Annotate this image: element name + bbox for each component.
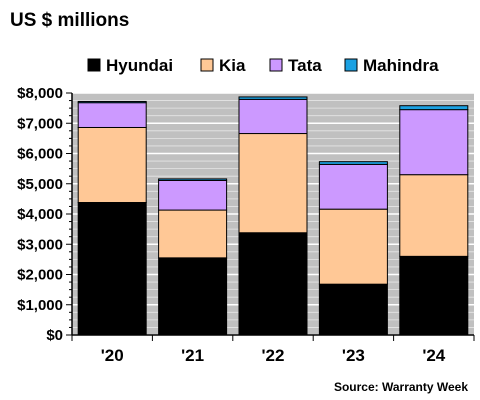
x-tick-label: '21	[181, 346, 204, 365]
bar-kia-2	[238, 133, 308, 234]
y-tick-label: $5,000	[17, 176, 63, 193]
bar-mahindra-0	[77, 100, 147, 104]
x-tick-label: '23	[342, 346, 365, 365]
legend-swatch-hyundai	[87, 58, 101, 72]
y-tick-label: $0	[46, 327, 63, 344]
bar-mahindra-3	[318, 161, 388, 165]
y-tick-label: $7,000	[17, 115, 63, 132]
bar-mahindra-2	[238, 96, 308, 100]
bar-tata-1	[158, 179, 228, 211]
bar-tata-0	[77, 102, 147, 128]
bar-hyundai-4	[399, 255, 469, 336]
legend-swatch-mahindra	[344, 58, 358, 72]
legend-label-tata: Tata	[288, 56, 322, 75]
bar-kia-0	[77, 126, 147, 204]
bar-kia-3	[318, 208, 388, 285]
bar-hyundai-0	[77, 202, 147, 336]
bars	[77, 96, 469, 336]
x-tick-label: '24	[422, 346, 445, 365]
x-tick-label: '20	[101, 346, 124, 365]
bar-hyundai-3	[318, 283, 388, 336]
chart-title: US $ millions	[10, 10, 129, 31]
bar-hyundai-2	[238, 232, 308, 336]
bar-tata-2	[238, 98, 308, 135]
legend-label-hyundai: Hyundai	[106, 56, 173, 75]
y-tick-label: $3,000	[17, 236, 63, 253]
legend-label-mahindra: Mahindra	[363, 56, 439, 75]
y-tick-label: $6,000	[17, 146, 63, 163]
bar-mahindra-4	[399, 105, 469, 111]
y-tick-label: $8,000	[17, 85, 63, 102]
x-tick-labels: '20 '21 '22 '23 '24	[101, 346, 446, 365]
bar-tata-4	[399, 109, 469, 176]
y-tick-label: $2,000	[17, 267, 63, 284]
legend-label-kia: Kia	[219, 56, 246, 75]
x-tick-label: '22	[262, 346, 285, 365]
y-tick-label: $4,000	[17, 206, 63, 223]
y-tick-labels: $0 $1,000 $2,000 $3,000 $4,000 $5,000 $6,000 $7…	[17, 85, 63, 344]
y-tick-label: $1,000	[17, 297, 63, 314]
source-note: Source: Warranty Week	[334, 380, 468, 394]
axes	[66, 92, 475, 341]
legend-swatch-tata	[269, 58, 283, 72]
bar-tata-3	[318, 163, 388, 210]
legend: Hyundai Kia Tata Mahindra	[87, 56, 439, 75]
bar-hyundai-1	[158, 257, 228, 336]
bar-kia-4	[399, 174, 469, 257]
bar-kia-1	[158, 209, 228, 259]
legend-swatch-kia	[200, 58, 214, 72]
bar-mahindra-1	[158, 178, 228, 181]
